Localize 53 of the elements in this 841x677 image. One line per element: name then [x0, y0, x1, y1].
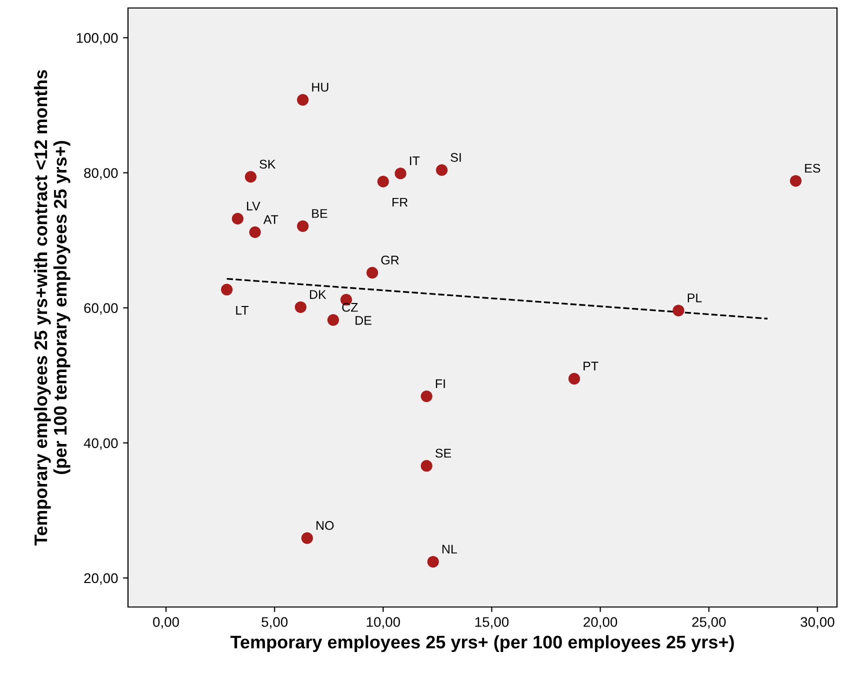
point — [420, 390, 432, 402]
point — [294, 301, 306, 313]
point — [327, 314, 340, 326]
x-tick-label: 30,00 — [800, 617, 834, 629]
annotation: FI — [436, 379, 445, 388]
annotation: SK — [260, 160, 276, 169]
annotation: GR — [381, 256, 399, 265]
annotation: BE — [312, 209, 328, 218]
point — [394, 168, 406, 180]
annotation: NO — [316, 521, 334, 530]
annotation: IT — [410, 156, 420, 166]
annotation: PL — [688, 294, 702, 302]
annotation: NL — [442, 544, 457, 554]
point — [568, 372, 580, 385]
point — [244, 171, 256, 183]
point — [790, 175, 802, 187]
y-tick-label: 20,00 — [84, 573, 118, 585]
annotation: CZ — [342, 302, 358, 312]
annotation: AT — [263, 215, 278, 224]
point — [249, 226, 261, 238]
point — [436, 164, 448, 176]
x-tick-label: 5,00 — [262, 617, 288, 629]
point — [296, 220, 309, 232]
y-tick-label: 100,00 — [76, 33, 118, 45]
point — [366, 266, 378, 279]
x-axis-title: Temporary employees 25 yrs+ (per 100 employees 25 yrs+) — [230, 635, 734, 652]
point — [377, 176, 389, 188]
x-tick-label: 10,00 — [366, 617, 400, 629]
annotation: LT — [236, 306, 249, 315]
annotation: DK — [310, 290, 326, 299]
y-tick-label: 60,00 — [84, 303, 118, 315]
annotation: SI — [450, 153, 461, 162]
point — [232, 212, 244, 225]
annotation: ES — [805, 164, 820, 173]
annotation: SE — [435, 448, 452, 458]
annotation: DE — [356, 316, 372, 325]
point — [301, 532, 313, 544]
x-tick-label: 0,00 — [153, 617, 179, 629]
y-axis-title: Temporary employees 25 yrs+with contract <12 months (per 100 temporary employees 25 yrs+) — [34, 70, 70, 546]
point — [296, 94, 309, 106]
x-tick-label: 25,00 — [692, 617, 726, 629]
x-tick-label: 20,00 — [584, 617, 618, 629]
y-tick-label: 40,00 — [84, 438, 118, 450]
point — [427, 556, 439, 568]
x-tick-label: 15,00 — [475, 617, 509, 629]
point — [672, 304, 684, 316]
point — [420, 460, 432, 472]
annotation: HU — [312, 82, 328, 92]
annotation: FR — [392, 198, 408, 207]
y-tick-label: 80,00 — [84, 168, 118, 180]
point — [220, 284, 233, 296]
annotation: LV — [247, 202, 260, 210]
annotation: PT — [584, 362, 598, 370]
